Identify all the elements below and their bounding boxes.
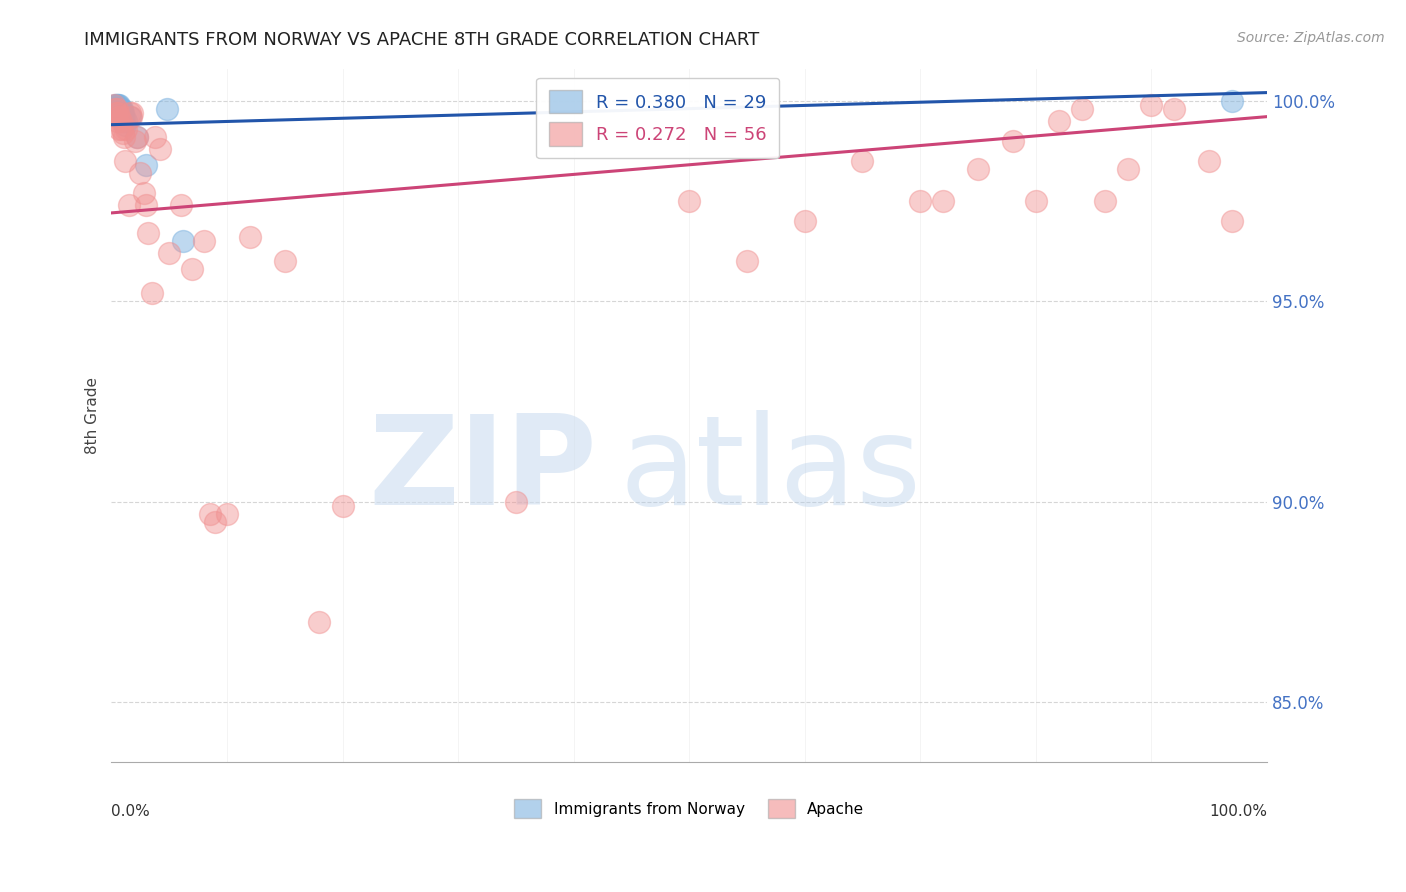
Text: 100.0%: 100.0% (1209, 804, 1267, 819)
Point (121, 105, 143, 120)
Point (110, 102, 132, 116)
Point (198, 507, 221, 521)
Point (149, 142, 172, 156)
Point (114, 153, 136, 168)
Point (851, 153, 873, 168)
Point (125, 129, 148, 144)
Point (1025, 194, 1047, 208)
Point (110, 113, 132, 128)
Point (118, 105, 141, 120)
Point (112, 129, 135, 144)
Point (118, 110, 141, 124)
Point (505, 494, 527, 508)
Point (1094, 194, 1116, 208)
Point (115, 121, 138, 136)
Point (1071, 102, 1094, 116)
Point (156, 102, 179, 116)
Point (124, 134, 146, 148)
Point (1001, 134, 1024, 148)
Point (308, 615, 330, 629)
Point (215, 507, 238, 521)
Point (1047, 113, 1070, 128)
Point (678, 194, 700, 208)
Point (1163, 102, 1185, 116)
Point (105, 105, 128, 120)
Point (108, 110, 131, 124)
Point (1116, 161, 1139, 176)
Point (105, 102, 128, 116)
Point (143, 129, 166, 144)
Point (108, 102, 131, 116)
Point (181, 262, 204, 277)
Point (135, 158, 157, 172)
Point (138, 226, 160, 240)
Legend: Immigrants from Norway, Apache: Immigrants from Norway, Apache (508, 793, 870, 824)
Point (107, 105, 129, 120)
Point (735, 254, 758, 268)
Point (932, 194, 955, 208)
Text: Source: ZipAtlas.com: Source: ZipAtlas.com (1237, 31, 1385, 45)
Point (105, 102, 128, 116)
Point (105, 97, 128, 112)
Point (111, 110, 134, 124)
Point (108, 97, 131, 112)
Point (332, 499, 354, 513)
Point (111, 113, 134, 128)
Point (172, 234, 194, 248)
Point (103, 97, 125, 112)
Point (107, 105, 129, 120)
Text: atlas: atlas (620, 410, 922, 532)
Point (114, 118, 136, 132)
Text: 0.0%: 0.0% (111, 804, 150, 819)
Point (115, 113, 138, 128)
Point (111, 102, 134, 116)
Y-axis label: 8th Grade: 8th Grade (86, 377, 100, 454)
Text: ZIP: ZIP (368, 410, 596, 532)
Point (112, 110, 135, 124)
Point (108, 121, 131, 136)
Point (105, 97, 128, 112)
Point (104, 102, 127, 116)
Point (125, 129, 148, 144)
Point (967, 161, 990, 176)
Point (105, 105, 128, 120)
Point (274, 254, 297, 268)
Point (111, 121, 134, 136)
Point (910, 194, 932, 208)
Point (1220, 214, 1243, 228)
Point (107, 102, 129, 116)
Point (129, 166, 152, 180)
Point (170, 198, 193, 212)
Point (793, 214, 815, 228)
Point (104, 97, 127, 112)
Point (1220, 94, 1243, 108)
Point (1140, 97, 1163, 112)
Point (132, 186, 155, 200)
Point (135, 198, 157, 212)
Point (110, 105, 132, 120)
Point (120, 110, 142, 124)
Point (105, 105, 128, 120)
Point (111, 105, 134, 120)
Point (111, 126, 134, 140)
Text: IMMIGRANTS FROM NORWAY VS APACHE 8TH GRADE CORRELATION CHART: IMMIGRANTS FROM NORWAY VS APACHE 8TH GRA… (84, 31, 759, 49)
Point (104, 102, 127, 116)
Point (105, 102, 128, 116)
Point (141, 286, 163, 301)
Point (204, 515, 226, 529)
Point (105, 113, 128, 128)
Point (193, 234, 215, 248)
Point (108, 110, 131, 124)
Point (157, 246, 180, 260)
Point (239, 230, 262, 244)
Point (107, 97, 129, 112)
Point (118, 198, 141, 212)
Point (1198, 153, 1220, 168)
